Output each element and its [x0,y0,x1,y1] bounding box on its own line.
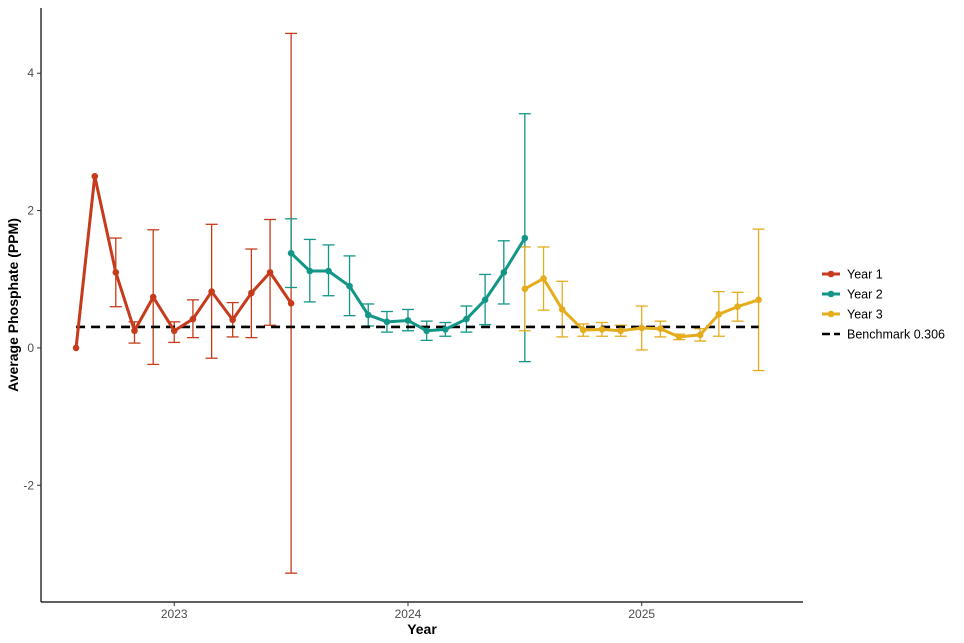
x-tick-label: 2023 [161,607,188,621]
y-tick-label: 2 [27,204,34,218]
data-point [404,317,412,324]
y-tick-label: 4 [27,66,34,80]
data-point [112,269,120,276]
data-point [208,288,215,295]
data-point [579,326,587,334]
data-point [442,326,449,333]
axes [40,8,803,603]
data-point [266,269,274,276]
x-axis-title: Year [407,621,437,637]
data-point [734,303,741,311]
data-point [383,318,391,326]
data-point [149,293,157,301]
data-point [617,327,624,335]
data-point [72,344,80,352]
data-point [364,311,372,319]
x-tick-label: 2025 [628,607,655,621]
data-point [481,296,489,304]
data-point [346,282,353,290]
legend-label: Year 3 [847,308,883,322]
data-point [598,326,606,333]
data-point [463,315,470,323]
data-point [248,289,255,297]
data-point [675,333,683,341]
legend-label: Year 2 [847,288,883,302]
data-point [755,296,762,304]
data-point [696,331,704,339]
data-point [638,324,646,332]
series-points-year-1 [72,172,295,352]
series-points-year-3 [521,275,762,341]
y-tick-label: 0 [27,341,34,355]
ticks: -2 0 2 4 2023 2024 2025 [23,66,655,621]
data-point [558,306,566,313]
data-point [91,172,99,180]
error-bars-series-2 [285,113,531,363]
data-point [306,267,314,275]
data-point [540,275,547,282]
data-point [189,315,197,323]
data-point [500,269,508,276]
data-point [325,267,332,275]
data-point [423,327,430,335]
legend-swatch-point [827,290,835,298]
legend-item-benchmark: Benchmark 0.306 [822,328,945,342]
y-tick-label: -2 [23,478,34,492]
data-point [131,327,138,335]
series-line-year-1 [74,174,293,350]
legend-item-year-2: Year 2 [822,288,883,302]
data-point [715,310,723,318]
x-tick-label: 2024 [395,607,422,621]
data-point [170,327,178,335]
legend-item-year-1: Year 1 [822,268,883,282]
legend: Year 1 Year 2 Year 3 Benchmark 0.306 [822,268,945,342]
legend-swatch-point [827,310,835,318]
legend-swatch-point [827,270,835,278]
data-point [287,299,295,307]
legend-item-year-3: Year 3 [822,308,883,322]
data-point [521,234,529,242]
data-point [657,325,664,332]
data-point [287,249,295,257]
data-point [229,316,236,324]
legend-label: Benchmark 0.306 [847,328,945,342]
series-points-year-2 [287,234,529,335]
plot-area [72,32,765,574]
data-point [521,285,529,293]
legend-label: Year 1 [847,268,883,282]
y-axis-title: Average Phosphate (PPM) [5,218,21,392]
